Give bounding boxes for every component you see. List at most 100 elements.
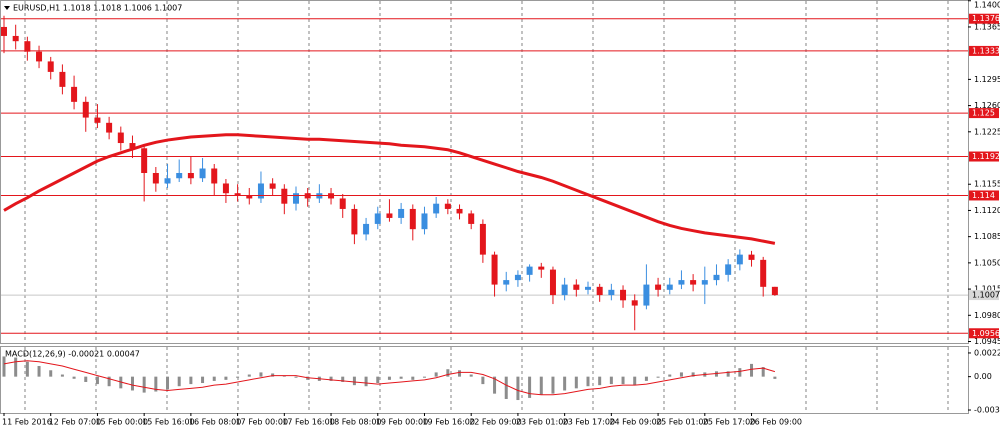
candle-body — [363, 223, 370, 235]
candle-body — [526, 266, 533, 275]
macd-bar — [516, 376, 520, 401]
macd-bar — [422, 376, 426, 378]
macd-bar — [189, 376, 193, 385]
candle-body — [503, 280, 510, 285]
macd-bar — [504, 376, 508, 399]
x-tick-label: 22 Feb 09:00 — [469, 418, 521, 427]
candle-body — [538, 266, 545, 270]
macd-bar — [738, 368, 742, 377]
macd-bar — [259, 372, 263, 377]
macd-bar — [446, 369, 450, 377]
candle-body — [386, 213, 393, 218]
candle-body — [59, 71, 66, 87]
candle-body — [444, 203, 451, 209]
candle-body — [234, 193, 241, 196]
title-arrow — [4, 6, 10, 10]
macd-bar — [166, 376, 170, 390]
current-price-label: 1.1007 — [972, 291, 1000, 300]
candle-body — [187, 172, 194, 179]
macd-bar — [14, 357, 18, 377]
macd-bar — [282, 375, 286, 377]
macd-bar — [212, 376, 216, 381]
macd-bar — [481, 376, 485, 385]
candle-body — [748, 254, 755, 260]
macd-bar — [154, 376, 158, 392]
macd-bar — [761, 367, 765, 377]
candle-body — [246, 195, 253, 199]
macd-bar — [679, 372, 683, 377]
macd-bar — [224, 376, 228, 380]
macd-bar — [563, 376, 567, 391]
macd-bar — [411, 376, 415, 380]
candle-body — [94, 117, 101, 123]
macd-bar — [714, 371, 718, 377]
y-tick-label: 1.1260 — [974, 101, 1000, 110]
macd-bar — [750, 363, 754, 377]
macd-title: MACD(12,26,9) -0.00021 0.00047 — [5, 350, 140, 359]
y-tick-label: 1.0945 — [974, 337, 1000, 346]
macd-bar — [107, 376, 111, 387]
x-tick-label: 24 Feb 09:00 — [609, 418, 661, 427]
candle-body — [374, 213, 381, 224]
x-tick-label: 18 Feb 08:00 — [329, 418, 381, 427]
x-tick-label: 25 Feb 17:00 — [703, 418, 755, 427]
macd-bar — [130, 376, 134, 391]
macd-y-tick-label: 0.00223 — [974, 348, 1000, 357]
candle-body — [736, 254, 743, 265]
candle-body — [421, 213, 428, 230]
macd-bar — [364, 376, 368, 387]
macd-bar — [329, 376, 333, 381]
x-tick-label: 16 Feb 08:00 — [189, 418, 241, 427]
y-tick-label: 1.1120 — [974, 206, 1000, 215]
macd-bar — [84, 376, 88, 382]
candle-body — [82, 101, 89, 118]
candle-body — [24, 41, 31, 52]
moving-average — [3, 133, 776, 245]
candle-body — [631, 300, 638, 306]
macd-bar — [201, 376, 205, 384]
macd-bar — [25, 361, 29, 377]
candle-body — [117, 132, 124, 144]
level-label-box — [969, 190, 999, 201]
macd-bar — [656, 376, 660, 378]
candle-body — [643, 284, 650, 306]
macd-bar — [644, 376, 648, 381]
candle-body — [141, 148, 148, 173]
macd-bar — [598, 376, 602, 386]
candle-body — [573, 284, 580, 290]
candle-body — [608, 289, 615, 296]
level-label: 1.1376 — [972, 14, 1000, 23]
candle-body — [176, 172, 183, 179]
candle-body — [409, 208, 416, 230]
candle-body — [281, 188, 288, 204]
candle-body — [596, 286, 603, 296]
candle-body — [106, 122, 113, 133]
macd-bar — [726, 371, 730, 377]
candle-body — [549, 269, 556, 296]
macd-bar — [668, 374, 672, 377]
macd-bar — [306, 376, 310, 380]
candle-body — [690, 280, 697, 285]
candle-body — [701, 280, 708, 285]
macd-bar — [2, 356, 6, 377]
macd-y-tick-label: 0.00 — [974, 372, 992, 381]
macd-bar — [142, 376, 146, 393]
macd-bar — [341, 376, 345, 382]
x-tick-label: 11 Feb 2016 — [2, 418, 52, 427]
level-label-box — [969, 328, 999, 339]
macd-bar — [633, 376, 637, 386]
macd-bar — [539, 376, 543, 395]
macd-bar — [458, 370, 462, 377]
y-tick-label: 1.1400 — [974, 1, 1000, 10]
candle-body — [433, 203, 440, 214]
candle-body — [678, 280, 685, 285]
macd-bar — [72, 376, 76, 379]
candle-body — [293, 193, 299, 204]
candle-body — [561, 284, 568, 296]
candle-body — [398, 208, 405, 218]
macd-signal — [3, 360, 776, 396]
candle-body — [269, 183, 276, 189]
candle-body — [713, 274, 720, 281]
x-tick-label: 26 Feb 09:00 — [750, 418, 802, 427]
